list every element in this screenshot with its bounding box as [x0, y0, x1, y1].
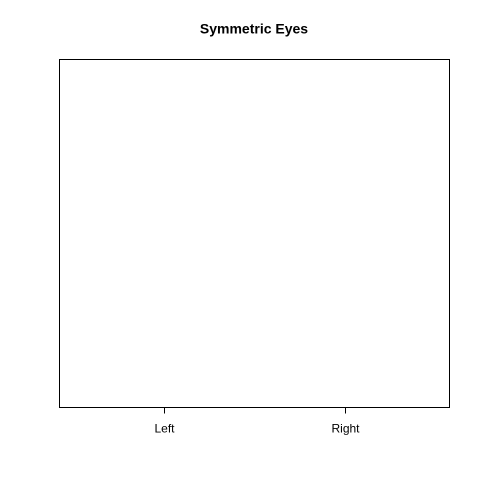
x-tick-label: Left [154, 422, 175, 436]
plot-box [59, 59, 450, 408]
chart-title: Symmetric Eyes [200, 21, 308, 37]
x-tick-label: Right [331, 422, 360, 436]
